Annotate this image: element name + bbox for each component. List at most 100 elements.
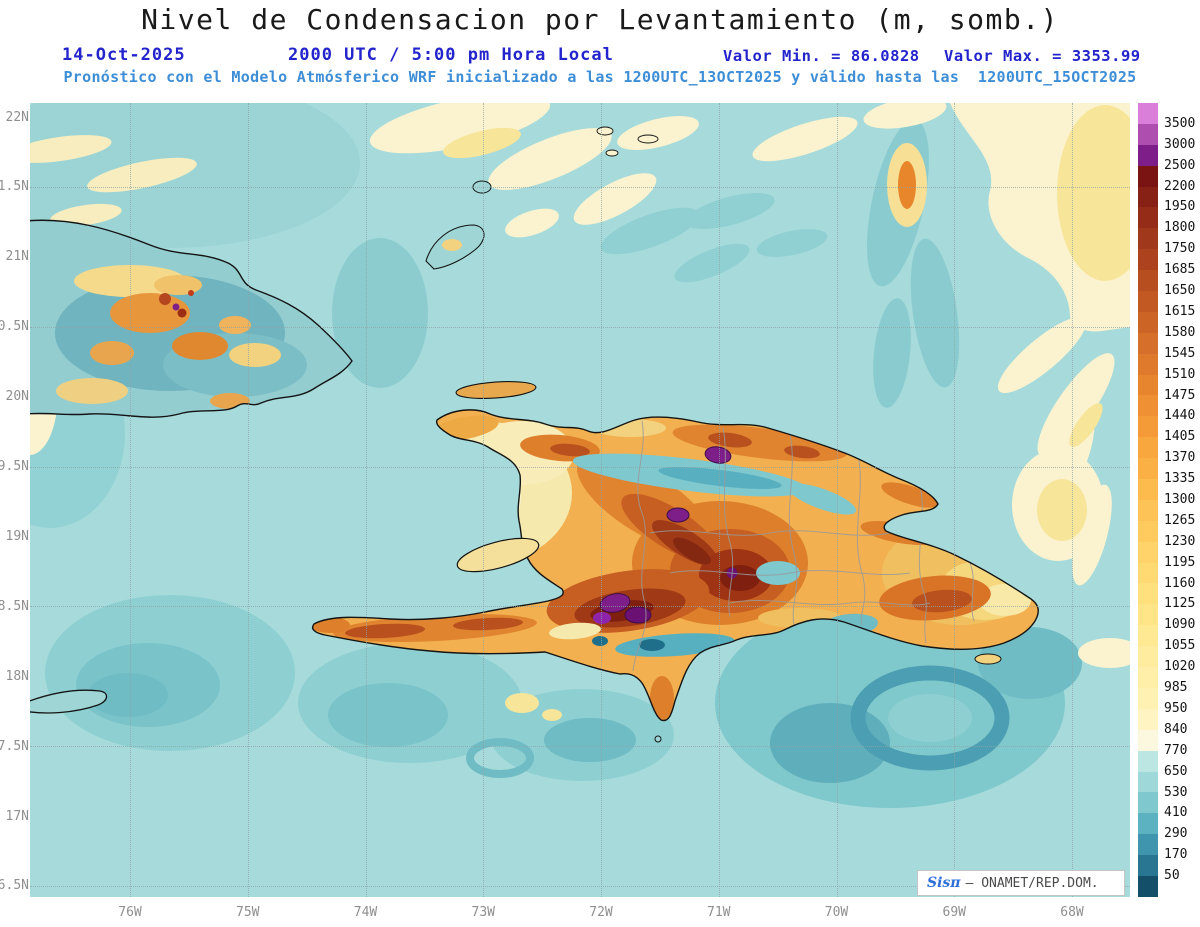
colorbar-level-label: 1125 bbox=[1164, 596, 1196, 612]
jamaica-landmass bbox=[30, 689, 108, 714]
colorbar-swatch bbox=[1138, 792, 1158, 814]
lat-tick-label: 22N bbox=[5, 109, 29, 125]
lat-tick-label: 20N bbox=[5, 389, 29, 405]
time-label: 2000 UTC / 5:00 pm Hora Local bbox=[288, 45, 614, 65]
colorbar-level-label: 2500 bbox=[1164, 157, 1196, 173]
colorbar-level-label: 410 bbox=[1164, 805, 1188, 821]
sea-warm-patches bbox=[30, 103, 1130, 721]
colorbar-swatch bbox=[1138, 144, 1158, 166]
colorbar-swatch bbox=[1138, 750, 1158, 772]
colorbar-swatch bbox=[1138, 353, 1158, 375]
colorbar-level-label: 985 bbox=[1164, 680, 1188, 696]
colorbar-swatch bbox=[1138, 646, 1158, 668]
colorbar-swatch bbox=[1138, 708, 1158, 730]
colorbar-level-label: 3500 bbox=[1164, 115, 1196, 131]
colorbar-level-label: 770 bbox=[1164, 742, 1188, 758]
colorbar-level-label: 1300 bbox=[1164, 492, 1196, 507]
offshore-islets bbox=[456, 537, 1002, 743]
lat-tick-label: 19.5N bbox=[0, 459, 29, 475]
colorbar-level-label: 290 bbox=[1164, 826, 1188, 842]
value-min-label: Valor Min. = 86.0828 bbox=[723, 47, 920, 65]
watermark-box: Sisπ – ONAMET/REP.DOM. bbox=[917, 870, 1125, 896]
colorbar-swatch bbox=[1138, 207, 1158, 229]
colorbar-swatch bbox=[1138, 123, 1158, 145]
colorbar-swatch bbox=[1138, 165, 1158, 187]
colorbar-level-label: 1800 bbox=[1164, 220, 1196, 236]
page-title: Nivel de Condensacion por Levantamiento … bbox=[141, 3, 1059, 36]
province-borders bbox=[632, 420, 975, 672]
lon-tick-label: 73W bbox=[471, 905, 495, 920]
lon-tick-label: 68W bbox=[1060, 905, 1084, 920]
date-label: 14-Oct-2025 bbox=[62, 45, 186, 65]
value-max-label: Valor Max. = 3353.99 bbox=[944, 47, 1141, 65]
colorbar-swatch bbox=[1138, 374, 1158, 396]
colorbar-swatch bbox=[1138, 228, 1158, 250]
colorbar-level-label: 3000 bbox=[1164, 136, 1196, 152]
colorbar-level-label: 170 bbox=[1164, 847, 1188, 863]
lat-tick-label: 17N bbox=[5, 808, 29, 824]
lat-tick-label: 17.5N bbox=[0, 738, 29, 754]
sea-texture-layer bbox=[30, 103, 1082, 808]
colorbar-swatch bbox=[1138, 729, 1158, 751]
colorbar-swatch bbox=[1138, 813, 1158, 835]
colorbar-level-label: 1615 bbox=[1164, 303, 1196, 319]
colorbar-swatch bbox=[1138, 270, 1158, 292]
lat-tick-label: 18.5N bbox=[0, 598, 29, 614]
lat-tick-label: 21N bbox=[5, 249, 29, 265]
lon-tick-label: 70W bbox=[824, 905, 849, 920]
colorbar-swatch bbox=[1138, 583, 1158, 605]
colorbar-level-label: 1160 bbox=[1164, 575, 1196, 591]
colorbar-swatch bbox=[1138, 458, 1158, 480]
colorbar-swatch bbox=[1138, 291, 1158, 312]
colorbar-level-label: 530 bbox=[1164, 784, 1188, 800]
colorbar bbox=[1138, 103, 1158, 897]
colorbar-swatch bbox=[1138, 520, 1158, 542]
colorbar-swatch bbox=[1138, 249, 1158, 271]
colorbar-level-label: 1055 bbox=[1164, 638, 1196, 654]
colorbar-swatch bbox=[1138, 855, 1158, 876]
colorbar-level-label: 2200 bbox=[1164, 178, 1196, 194]
colorbar-level-label: 840 bbox=[1164, 721, 1188, 737]
colorbar-level-label: 1335 bbox=[1164, 471, 1196, 487]
colorbar-swatch bbox=[1138, 332, 1158, 354]
colorbar-level-label: 1195 bbox=[1164, 554, 1196, 570]
colorbar-swatch bbox=[1138, 667, 1158, 688]
lon-tick-label: 71W bbox=[707, 905, 731, 920]
colorbar-swatch bbox=[1138, 479, 1158, 500]
lat-tick-label: 19N bbox=[5, 528, 29, 544]
lon-tick-label: 76W bbox=[118, 905, 142, 920]
colorbar-level-label: 1580 bbox=[1164, 324, 1196, 340]
colorbar-level-label: 650 bbox=[1164, 763, 1188, 779]
colorbar-swatch bbox=[1138, 103, 1158, 124]
colorbar-swatch bbox=[1138, 541, 1158, 563]
colorbar-level-label: 1750 bbox=[1164, 241, 1196, 257]
colorbar-level-label: 1650 bbox=[1164, 283, 1196, 299]
colorbar-level-label: 1475 bbox=[1164, 387, 1196, 403]
colorbar-swatch bbox=[1138, 687, 1158, 709]
lat-tick-label: 21.5N bbox=[0, 179, 29, 195]
colorbar-swatch bbox=[1138, 562, 1158, 584]
lon-tick-label: 72W bbox=[589, 905, 613, 920]
colorbar-swatch bbox=[1138, 771, 1158, 793]
sispi-logo: Sisπ bbox=[927, 875, 961, 891]
colorbar-level-label: 50 bbox=[1164, 868, 1180, 884]
colorbar-level-label: 1950 bbox=[1164, 199, 1196, 215]
colorbar-level-label: 1440 bbox=[1164, 408, 1196, 424]
colorbar-swatch bbox=[1138, 395, 1158, 417]
lat-tick-label: 16.5N bbox=[0, 878, 29, 894]
colorbar-level-label: 1370 bbox=[1164, 450, 1196, 466]
colorbar-swatch bbox=[1138, 437, 1158, 459]
cuba-landmass bbox=[30, 219, 353, 418]
lon-tick-label: 75W bbox=[236, 905, 260, 920]
colorbar-swatch bbox=[1138, 311, 1158, 333]
colorbar-swatch bbox=[1138, 416, 1158, 438]
colorbar-level-label: 1510 bbox=[1164, 366, 1196, 382]
colorbar-swatch bbox=[1138, 499, 1158, 521]
colorbar-level-label: 1405 bbox=[1164, 429, 1196, 445]
lat-tick-label: 20.5N bbox=[0, 319, 29, 335]
lat-tick-label: 18N bbox=[5, 668, 29, 684]
colorbar-swatch bbox=[1138, 186, 1158, 208]
colorbar-swatch bbox=[1138, 834, 1158, 856]
colorbar-swatch bbox=[1138, 625, 1158, 647]
